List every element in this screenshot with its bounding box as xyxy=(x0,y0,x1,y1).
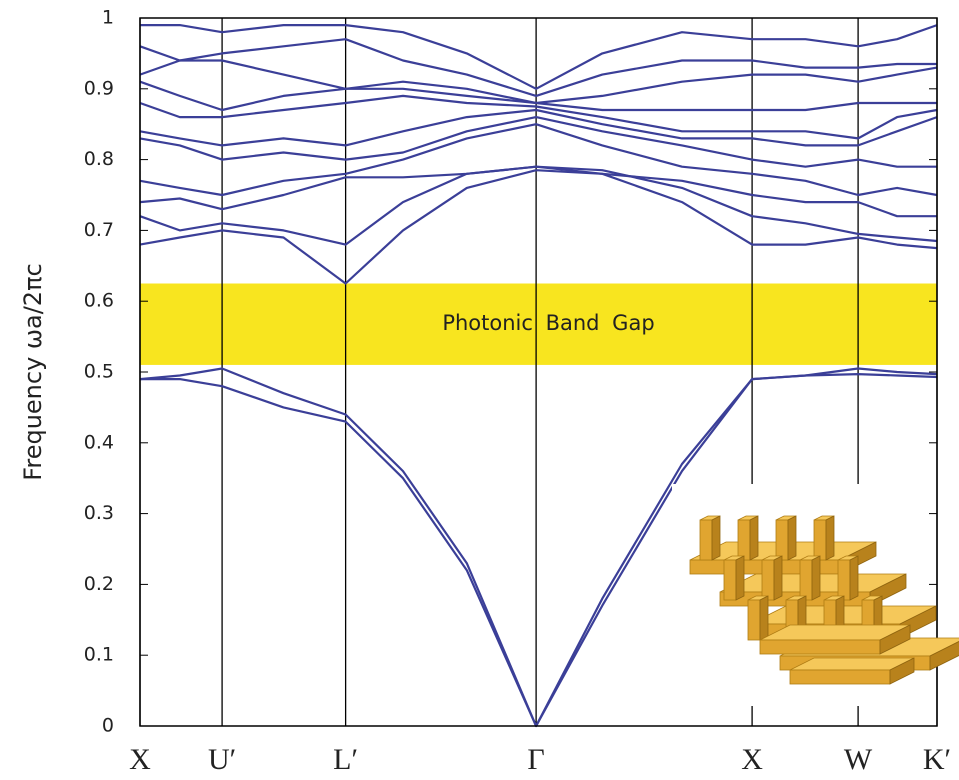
block-side xyxy=(774,556,782,600)
y-tick-label: 0.8 xyxy=(84,148,114,170)
x-tick-label: W xyxy=(844,743,873,776)
block-front xyxy=(776,520,788,560)
x-tick-label: X xyxy=(741,743,763,776)
y-tick-label: 0.7 xyxy=(84,219,114,241)
y-tick-label: 0.3 xyxy=(84,502,114,524)
band-line xyxy=(140,124,937,195)
block-front xyxy=(760,640,880,654)
x-tick-label: Γ xyxy=(527,743,544,776)
block-front xyxy=(724,560,736,600)
band-line xyxy=(140,167,937,245)
block-side xyxy=(760,596,768,640)
block-side xyxy=(712,516,720,560)
y-tick-label: 0.1 xyxy=(84,644,114,666)
block-side xyxy=(736,556,744,600)
block-side xyxy=(812,556,820,600)
x-tick-label: L′ xyxy=(333,743,358,776)
block-side xyxy=(826,516,834,560)
block-front xyxy=(838,560,850,600)
x-tick-label: X xyxy=(129,743,151,776)
x-tick-label: K′ xyxy=(923,743,951,776)
block-front xyxy=(790,670,890,684)
y-tick-label: 0.9 xyxy=(84,77,114,99)
block-front xyxy=(762,560,774,600)
y-tick-label: 0.4 xyxy=(84,431,114,453)
block-front xyxy=(814,520,826,560)
block-side xyxy=(750,516,758,560)
x-tick-label: U′ xyxy=(208,743,236,776)
inset-structure xyxy=(672,484,959,706)
band-gap-label: Photonic Band Gap xyxy=(442,311,654,335)
block-side xyxy=(850,556,858,600)
y-tick-label: 0 xyxy=(102,715,114,737)
band-line xyxy=(140,167,937,217)
y-axis-title: Frequency ωa/2πc xyxy=(19,263,47,480)
y-tick-label: 0.2 xyxy=(84,573,114,595)
block-side xyxy=(788,516,796,560)
block-front xyxy=(748,600,760,640)
y-tick-label: 1 xyxy=(102,7,114,29)
block-front xyxy=(800,560,812,600)
band-line xyxy=(140,25,937,89)
band-line xyxy=(140,110,937,145)
block-front xyxy=(738,520,750,560)
y-tick-label: 0.5 xyxy=(84,361,114,383)
y-tick-label: 0.6 xyxy=(84,290,114,312)
block-front xyxy=(700,520,712,560)
chart: Frequency ωa/2πc Photonic Band Gap 0 0.1 0.… xyxy=(0,0,959,780)
